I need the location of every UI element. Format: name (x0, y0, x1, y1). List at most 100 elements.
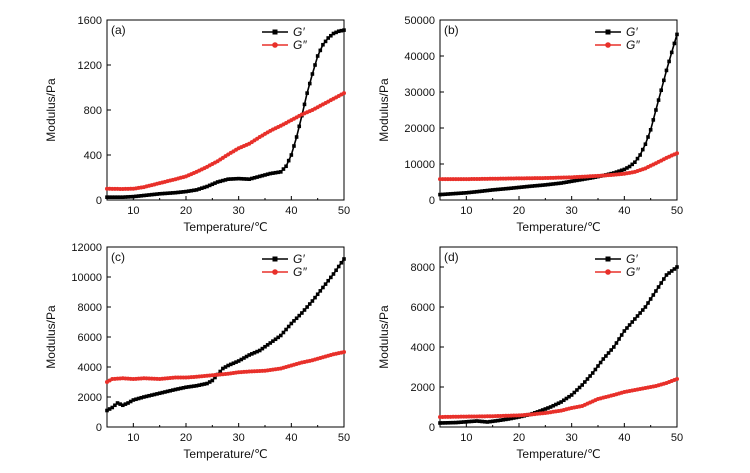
data-point (638, 311, 642, 315)
data-point (268, 171, 273, 176)
data-point (440, 421, 445, 425)
data-point (630, 320, 635, 324)
data-point (543, 183, 548, 187)
data-point (535, 183, 540, 188)
data-point (263, 173, 267, 177)
data-point (625, 326, 629, 330)
data-point (580, 177, 584, 182)
data-point (205, 381, 209, 386)
data-point (197, 187, 201, 191)
legend-entry: G″ (262, 38, 307, 52)
data-point (511, 186, 516, 190)
data-point (168, 388, 172, 393)
data-point (640, 308, 645, 312)
data-point (577, 385, 582, 390)
data-point (546, 406, 550, 410)
data-point (321, 42, 325, 47)
data-point (273, 170, 278, 175)
data-point (456, 191, 461, 196)
data-point (509, 416, 513, 421)
data-point (331, 272, 336, 276)
data-point (651, 118, 656, 122)
chart-panel-1: 10 20 30 40 50 0 10000 20000 30000 40000 50000 Temp… (377, 15, 683, 234)
data-point (313, 295, 317, 300)
data-point (472, 419, 477, 423)
data-point (279, 333, 283, 338)
data-point (667, 59, 671, 64)
data-point (654, 108, 658, 112)
series-g-prime (438, 265, 679, 425)
data-point (467, 419, 471, 424)
data-point (675, 32, 679, 37)
series-g-prime (438, 32, 679, 197)
data-point (459, 420, 463, 424)
data-point (522, 185, 527, 189)
y-axis-label: Modulus/Pa (44, 78, 58, 142)
y-tick-label: 8000 (411, 262, 435, 274)
y-tick-label: 4000 (411, 342, 435, 354)
data-point (646, 135, 650, 139)
x-tick-label: 50 (338, 205, 350, 217)
data-point (633, 160, 637, 164)
data-point (163, 191, 167, 196)
y-tick-label: 50000 (404, 15, 435, 27)
y-tick-label: 400 (84, 150, 102, 162)
data-point (556, 401, 561, 406)
data-point (181, 386, 186, 390)
data-point (440, 192, 445, 197)
data-point (469, 190, 474, 195)
data-point (126, 195, 130, 199)
data-point (313, 63, 317, 67)
data-point (454, 191, 458, 196)
data-point (622, 167, 627, 172)
data-point (192, 188, 196, 193)
data-point (464, 191, 469, 195)
data-point (305, 91, 309, 95)
data-point (255, 349, 259, 354)
data-point (543, 407, 548, 411)
data-point (627, 323, 632, 327)
data-point (467, 190, 471, 195)
y-axis-label: Modulus/Pa (377, 305, 391, 369)
y-tick-label: 0 (96, 422, 102, 434)
data-point (197, 383, 201, 387)
data-point (147, 193, 151, 197)
data-point (326, 278, 330, 283)
data-point (640, 147, 645, 152)
data-point (231, 361, 236, 366)
data-point (672, 41, 677, 46)
data-point (226, 177, 230, 181)
data-point (498, 418, 503, 422)
data-point (223, 365, 228, 369)
data-point (210, 182, 215, 187)
data-point (213, 181, 217, 185)
data-point (144, 193, 149, 198)
data-point (475, 189, 479, 194)
data-point (329, 33, 333, 38)
legend-entry: G′ (595, 252, 638, 266)
data-point (575, 388, 579, 392)
data-point (490, 188, 495, 192)
data-point (236, 359, 241, 363)
y-tick-label: 30000 (404, 87, 435, 99)
legend-marker (605, 269, 611, 275)
data-point (329, 275, 333, 280)
data-point (546, 182, 550, 187)
data-point (336, 29, 341, 34)
data-point (464, 420, 469, 424)
data-point (189, 384, 194, 389)
series-g-double-prime (438, 377, 679, 419)
data-point (339, 28, 344, 33)
data-point (242, 356, 246, 360)
data-point (538, 183, 542, 188)
series-line (106, 258, 345, 412)
x-tick-label: 40 (285, 205, 297, 217)
x-axis-label: Temperature/℃ (183, 220, 267, 234)
legend-label: G′ (293, 25, 305, 39)
data-point (604, 354, 608, 358)
x-tick-label: 50 (338, 432, 350, 444)
data-point (556, 181, 561, 186)
data-point (438, 421, 442, 425)
data-point (540, 183, 545, 187)
data-point (498, 187, 503, 191)
